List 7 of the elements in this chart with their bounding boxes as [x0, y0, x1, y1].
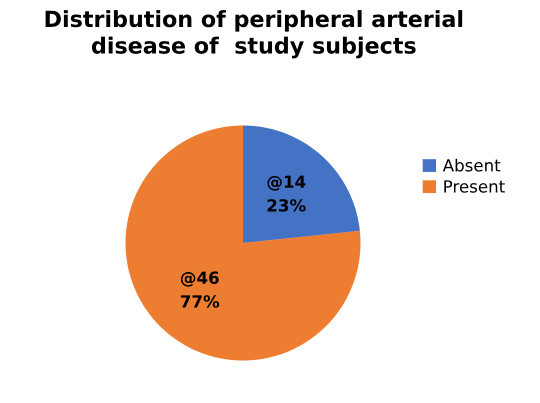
data-label: @14 23%: [267, 176, 306, 212]
legend-label: Absent: [442, 158, 500, 172]
data-label: @46 77%: [180, 271, 220, 308]
pie-slice: [126, 126, 361, 361]
chart-title: Distribution of peripheral arterial disease of study subjects: [46, 10, 462, 58]
legend-label: Present: [444, 180, 505, 193]
pie-slice: [243, 126, 360, 244]
